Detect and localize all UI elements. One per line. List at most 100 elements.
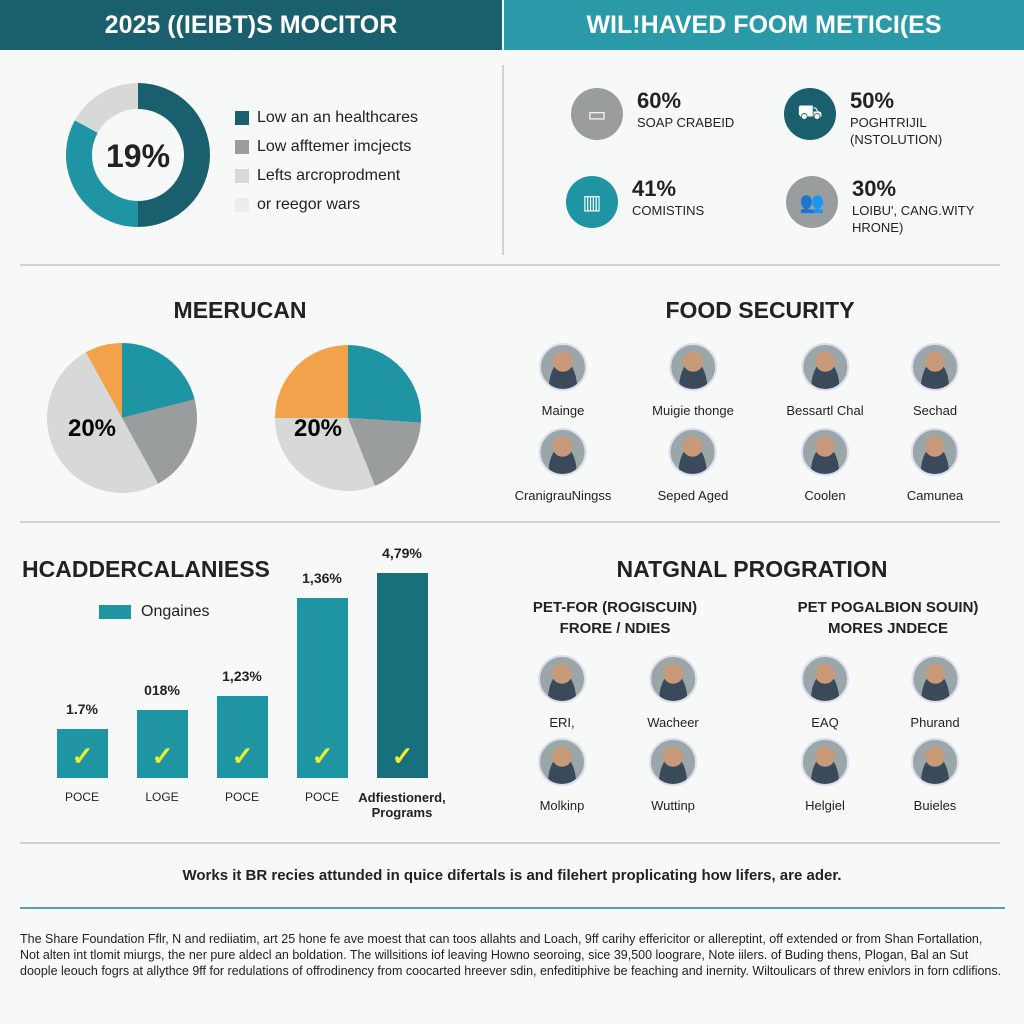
stat-label: POGHTRIJIL (NSTOLUTION) [850,115,943,147]
donut-center-label: 19% [106,138,170,174]
legend-swatch [235,140,249,154]
pies-title: MEERUCAN [173,297,307,323]
stat-item: ⛟ 50% POGHTRIJIL (NSTOLUTION) [784,88,980,148]
stat-label: LOIBU', CANG.WITY HRONE) [852,203,975,235]
person-name: Buieles [913,798,957,813]
bar: ✓ [377,573,428,778]
bar: ✓ [217,696,268,778]
person-card: Buieles [911,738,959,813]
person-name: Bessartl Chal [786,403,864,418]
pie-slice [275,418,375,492]
donut-chart: 19% [65,83,210,227]
person-card: Helgiel [801,738,849,813]
bar-value-label: 1,36% [302,569,342,586]
stat-value: 60% [637,88,682,113]
pie-slice [85,343,122,418]
person-card: CranigrauNingss [515,428,611,503]
bar-value-label: 4,79% [382,545,422,561]
avatar [911,738,959,786]
bar: ✓ [137,710,188,778]
pie-slice [348,345,421,423]
check-icon: ✓ [311,740,334,771]
person-card: EAQ [801,655,849,730]
pie-slice [122,399,197,484]
person-name: Coolen [804,488,846,503]
bar-legend: Ongaines [99,603,210,621]
stat-label: SOAP CRABEID [637,115,735,130]
person-name: Sechad [912,403,958,418]
check-icon: ✓ [151,740,174,771]
legend-item: Low an an healthcares [235,109,418,127]
avatar [911,655,959,703]
avatar [668,428,717,476]
person-name: Phurand [910,715,960,730]
group-icon: 👥 [786,176,838,228]
pie-label: 20% [68,415,116,442]
bar-category-label: LOGE [145,790,179,804]
avatar [801,343,849,391]
pie-charts: 20% 20% [47,343,421,493]
bar-category-label: POCE [64,790,100,804]
avatar [801,428,849,476]
caption: Works it BR recies attunded in quice dif… [182,867,842,884]
building-icon: ▥ [566,176,618,228]
avatar [801,655,849,703]
food-security-title: FOOD SECURITY [665,297,855,323]
subtitle-line: MORES JNDECE [827,620,949,637]
legend-item: or reegor wars [235,196,360,214]
legend-item: Low afftemer imcjects [235,138,411,156]
person-card: Bessartl Chal [786,343,864,418]
header-left-title: 2025 ((IEIBT)S MOCITOR [0,0,502,50]
legend-swatch [235,169,249,183]
legend-label: Ongaines [141,603,210,620]
person-name: Muigie thonge [652,403,734,418]
person-card: Phurand [910,655,960,730]
bar-category-label: POCE [224,790,260,804]
stat-value: 30% [852,176,897,201]
person-card: Sechad [911,343,959,418]
person-name: Seped Aged [657,488,729,503]
avatar [911,343,959,391]
bar-category-label: Adfiestionerd, Programs [358,790,446,820]
legend-label: Low afftemer imcjects [257,138,412,155]
bar: ✓ [297,597,348,778]
check-icon: ✓ [391,741,414,771]
bar-chart-title: HCADDERCALANIESS [22,556,270,582]
footer-text: The Share Foundation Fflr, N and rediiat… [20,932,1002,978]
subtitle-line: PET-FOR (ROGISCUIN) [532,599,698,616]
footer-divider [20,907,1005,909]
bar-value-label: 018% [144,682,180,699]
legend-swatch [235,111,249,125]
person-card: Seped Aged [657,428,729,503]
avatar [538,738,586,786]
stat-item: 👥 30% LOIBU', CANG.WITY HRONE) [786,176,982,236]
person-card: ERI, [538,655,586,730]
person-card: Camunea [907,428,963,503]
divider [20,842,1000,844]
person-card: Wacheer [647,655,699,730]
national-left-subtitle: PET-FOR (ROGISCUIN) FRORE / NDIES [533,597,697,639]
avatar [668,343,717,391]
national-title: NATGNAL PROGRATION [616,556,888,582]
vehicle-icon: ⛟ [784,88,836,140]
legend-label: Lefts arcroprodment [257,167,401,184]
subtitle-line: FRORE / NDIES [559,620,671,637]
avatar [801,738,849,786]
pie-slice [122,343,195,418]
check-icon: ✓ [71,740,94,771]
legend-swatch [99,605,131,619]
avatar [649,738,697,786]
avatar [538,428,587,476]
avatar [539,343,587,391]
stat-value: 41% [632,176,677,201]
person-name: Wacheer [647,715,699,730]
person-card: Coolen [801,428,849,503]
person-name: Wuttinp [651,798,695,813]
stat-item: ▥ 41% COMISTINS [566,176,704,228]
avatar [538,655,586,703]
bar-category-label: POCE [304,790,340,804]
person-name: ERI, [549,715,575,730]
bar-value-label: 1.7% [66,700,98,717]
check-icon: ✓ [231,741,254,771]
bar: ✓ [57,728,108,778]
